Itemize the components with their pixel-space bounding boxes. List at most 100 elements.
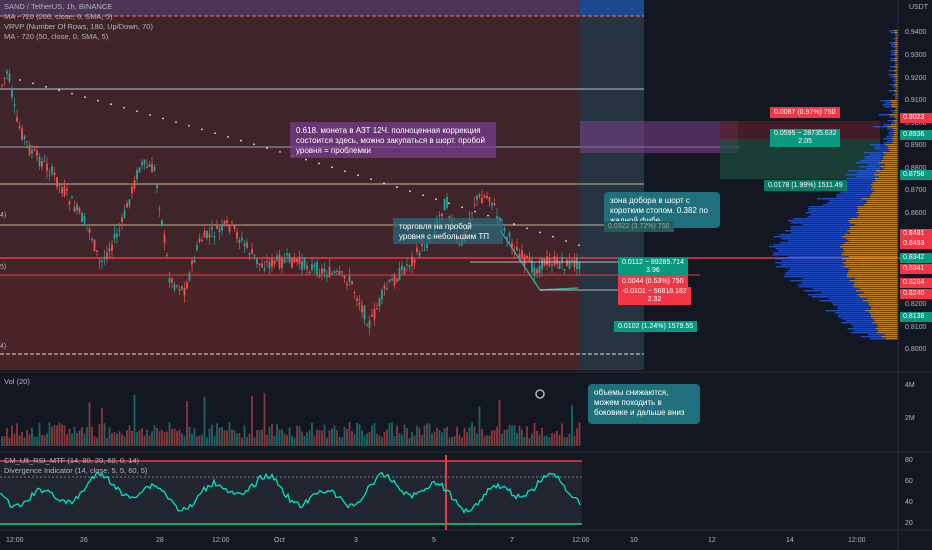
- candle-body: [183, 287, 186, 296]
- vrvp-bar-up: [846, 320, 875, 322]
- candle-body: [351, 280, 353, 285]
- candle-body: [398, 267, 401, 281]
- vrvp-bar-down: [882, 158, 898, 160]
- volume-bar: [341, 437, 343, 446]
- candle-body: [511, 242, 513, 248]
- measure-line: 2.32: [647, 296, 662, 303]
- volume-bar: [336, 430, 338, 446]
- candle-body: [418, 252, 421, 257]
- volume-bar: [561, 423, 563, 446]
- vrvp-bar-up: [895, 68, 897, 70]
- volume-bar: [486, 435, 488, 446]
- volume-bar: [568, 433, 571, 446]
- volume-bar: [411, 432, 413, 446]
- vrvp-bar-down: [878, 176, 898, 178]
- candle-body: [348, 274, 351, 282]
- volume-bar: [366, 433, 368, 446]
- vrvp-bar-up: [855, 176, 879, 178]
- volume-bar: [556, 431, 558, 446]
- legend-symbol[interactable]: SAND / TetherUS, 1h, BINANCE: [4, 2, 113, 11]
- ma-dot: [19, 79, 21, 81]
- candle-body: [53, 172, 56, 176]
- vrvp-bar-down: [846, 276, 898, 278]
- volume-bar: [358, 424, 361, 446]
- measure-label: 0.0595 ~ 28735.632 2.05: [770, 129, 841, 147]
- vrvp-bar-down: [850, 218, 898, 220]
- chart-legend[interactable]: SAND / TetherUS, 1h, BINANCE MA - 720 (2…: [4, 2, 153, 42]
- legend-vrvp[interactable]: VRVP (Number Of Rows, 180, Up/Down, 70): [4, 22, 153, 31]
- candle-body: [448, 216, 451, 219]
- measure-label: 0.0087 (0.97%) 750: [770, 107, 840, 118]
- ma-dot: [422, 194, 424, 197]
- vrvp-bar-down: [894, 130, 898, 132]
- candle-body: [538, 265, 541, 274]
- vrvp-bar-up: [887, 140, 894, 142]
- volume-bar: [536, 430, 538, 446]
- vrvp-bar-up: [853, 326, 878, 328]
- annotation-purple[interactable]: 0.618. монета в АЗТ 12Ч. полноценная кор…: [290, 122, 496, 158]
- rsi-tick: 60: [905, 478, 913, 485]
- annotation-volume[interactable]: объемы снижаются, можем походить в боков…: [588, 384, 700, 424]
- volume-bar: [311, 422, 313, 446]
- vrvp-bar-down: [845, 238, 898, 240]
- candle-body: [266, 261, 268, 263]
- volume-bars: [1, 393, 581, 446]
- volume-bar: [463, 428, 466, 446]
- ma-dot: [318, 162, 320, 165]
- vrvp-bar-up: [819, 300, 863, 302]
- candle-body: [253, 254, 256, 257]
- candle-body: [108, 248, 111, 252]
- candle-body: [563, 269, 566, 271]
- vrvp-bar-down: [845, 260, 898, 262]
- volume-legend[interactable]: Vol (20): [4, 377, 30, 386]
- annotation-trade[interactable]: торговля на пробой уровня с небольшим ТП: [393, 218, 503, 244]
- alert-marker[interactable]: [535, 389, 545, 399]
- candle-body: [116, 233, 118, 238]
- vrvp-bar-down: [881, 336, 898, 338]
- candle-body: [503, 227, 506, 232]
- vrvp-bar-up: [884, 102, 893, 104]
- vrvp-bar-down: [894, 42, 898, 44]
- vrvp-bar-up: [883, 138, 892, 140]
- volume-bar: [78, 430, 81, 446]
- volume-bar: [566, 437, 568, 446]
- legend-ma2[interactable]: MA - 720 (50, close, 0, SMA, 5): [4, 32, 109, 41]
- volume-bar: [153, 425, 156, 446]
- candle-body: [306, 265, 308, 270]
- volume-bar: [333, 425, 336, 446]
- volume-bar: [423, 425, 426, 446]
- candle-body: [231, 221, 233, 223]
- vrvp-bar-down: [866, 202, 898, 204]
- volume-bar: [68, 428, 71, 446]
- candle-body: [176, 285, 178, 287]
- vrvp-bar-down: [895, 38, 898, 40]
- candle-body: [36, 150, 38, 156]
- vrvp-bar-up: [845, 178, 875, 180]
- vrvp-bar-up: [784, 274, 848, 276]
- vrvp-bar-up: [894, 82, 897, 84]
- candle-body: [438, 214, 441, 217]
- vrvp-bar-up: [792, 218, 851, 220]
- candle-body: [26, 141, 28, 143]
- annotation-purple-text: 0.618. монета в АЗТ 12Ч. полноценная кор…: [296, 126, 485, 155]
- volume-bar: [218, 427, 221, 446]
- vrvp-bar-down: [893, 90, 898, 92]
- vrvp-bar-down: [872, 322, 898, 324]
- vrvp-bar-up: [802, 224, 855, 226]
- volume-bar: [231, 429, 233, 446]
- rsi-legend[interactable]: CM_Ult_RSI_MTF (14, 80, 20, 60, 0, 14): [4, 456, 140, 465]
- candle-body: [61, 187, 63, 194]
- vrvp-bar-up: [888, 134, 894, 136]
- volume-tick: 2M: [905, 415, 915, 422]
- volume-bar: [198, 435, 201, 446]
- ma-dot: [305, 158, 307, 161]
- divergence-legend[interactable]: Divergence Indicator (14, close, 5, 5, 6…: [4, 466, 148, 475]
- candle-body: [423, 249, 426, 251]
- volume-bar: [38, 422, 41, 446]
- volume-bar: [146, 429, 148, 446]
- candle-body: [168, 278, 171, 283]
- vrvp-bar-up: [842, 318, 873, 320]
- candle-body: [163, 234, 166, 243]
- legend-ma1[interactable]: MA - 720 (200, close, 0, SMA, 5): [4, 12, 113, 21]
